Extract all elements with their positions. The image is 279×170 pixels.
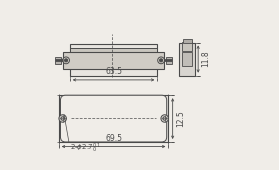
Circle shape (160, 59, 163, 62)
Bar (59, 95, 169, 142)
Bar (182, 52, 192, 66)
Bar (182, 42, 192, 51)
Circle shape (161, 115, 169, 122)
Text: 2-$\phi$2.7$_{0}^{0.1}$: 2-$\phi$2.7$_{0}^{0.1}$ (70, 141, 101, 155)
FancyBboxPatch shape (61, 95, 167, 142)
Bar (55, 56, 61, 64)
Circle shape (158, 57, 165, 64)
Circle shape (64, 59, 68, 62)
Circle shape (63, 57, 69, 64)
Bar (166, 56, 172, 64)
Bar (179, 42, 195, 76)
Bar (70, 44, 157, 76)
Text: 11.8: 11.8 (201, 51, 210, 67)
Text: 69.5: 69.5 (105, 134, 122, 143)
Text: 63.5: 63.5 (105, 67, 122, 76)
Circle shape (59, 115, 66, 122)
Bar (182, 39, 192, 42)
Text: 12.5: 12.5 (176, 110, 185, 127)
Bar (70, 48, 157, 52)
Bar (63, 52, 164, 69)
